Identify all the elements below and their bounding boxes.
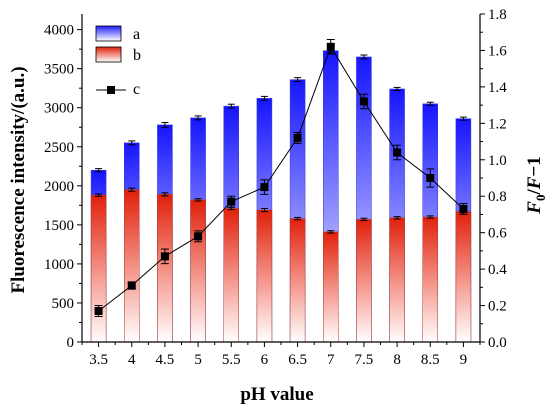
right-tick-label-1.0: 1.0: [488, 153, 507, 169]
x-tick-label-7.5: 7.5: [355, 352, 374, 368]
bar-b-8: [389, 217, 405, 343]
errorbar-a-5.5: [227, 103, 235, 109]
bar-b-3.5: [90, 194, 107, 343]
errorbar-a-9: [459, 116, 467, 121]
left-tick-label-3000: 3000: [44, 101, 74, 117]
line-layer: [94, 39, 468, 317]
right-y-axis-title: F0/F−1: [524, 156, 548, 214]
left-tick-label-1500: 1500: [44, 218, 74, 234]
right-title-f: F: [524, 176, 545, 190]
legend-swatch-b: [95, 46, 122, 63]
right-tick-label-0.2: 0.2: [488, 299, 507, 315]
errorbar-a-7.5: [360, 54, 368, 60]
x-tick-label-6.5: 6.5: [288, 352, 307, 368]
bar-b-9: [455, 211, 472, 343]
point-c-6.5: [293, 133, 302, 142]
right-title-minus-one: −1: [524, 156, 545, 176]
right-tick-label-0.4: 0.4: [488, 262, 507, 278]
errorbar-a-6.5: [294, 77, 302, 83]
right-tick-label-0.8: 0.8: [488, 189, 507, 205]
point-c-6: [260, 183, 269, 192]
line-c: [98, 45, 464, 312]
point-c-8.5: [426, 174, 435, 182]
errorbar-a-4: [128, 140, 136, 146]
point-c-8: [393, 148, 402, 157]
errorbar-b-8.5: [426, 215, 434, 219]
bar-b-4.5: [157, 194, 173, 343]
x-tick-label-5.5: 5.5: [222, 352, 241, 368]
legend-label-c: c: [133, 81, 140, 98]
left-y-axis-title: Fluorescence intensity/(a.u.): [8, 66, 29, 293]
left-tick-label-500: 500: [52, 296, 75, 312]
right-tick-label-1.2: 1.2: [488, 116, 507, 132]
bar-b-6.5: [289, 218, 306, 343]
errorbar-a-6: [260, 95, 268, 101]
right-tick-label-0.0: 0.0: [488, 335, 507, 351]
x-tick-label-8.5: 8.5: [421, 352, 440, 368]
x-tick-label-8: 8: [393, 352, 401, 368]
point-c-5: [194, 232, 203, 241]
left-tick-label-0: 0: [67, 335, 75, 351]
left-tick-label-1000: 1000: [44, 257, 74, 273]
bar-b-7: [323, 231, 339, 343]
errorbar-b-6: [260, 207, 268, 213]
errorbar-b-4: [128, 187, 136, 192]
x-tick-label-9: 9: [460, 352, 468, 368]
left-tick-label-4000: 4000: [44, 23, 74, 39]
point-c-5.5: [227, 197, 236, 206]
right-title-subscript: 0: [533, 195, 548, 202]
left-tick-label-2500: 2500: [44, 140, 74, 156]
point-c-4: [127, 281, 136, 290]
bar-b-8.5: [422, 216, 438, 343]
errorbar-b-7: [327, 230, 335, 234]
bar-b-5: [190, 199, 206, 343]
x-tick-label-5: 5: [194, 352, 202, 368]
errorbar-b-8: [393, 216, 401, 220]
x-axis-title: pH value: [240, 384, 313, 405]
x-tick-label-6: 6: [261, 352, 269, 368]
bar-b-4: [124, 189, 140, 343]
legend-marker-c: [107, 86, 115, 94]
point-c-3.5: [94, 307, 103, 316]
errorbar-a-3.5: [95, 168, 103, 173]
errorbar-b-6.5: [294, 216, 302, 221]
bar-b-7.5: [356, 219, 372, 343]
right-tick-label-0.6: 0.6: [488, 226, 507, 242]
point-c-7.5: [359, 97, 368, 106]
bars-layer: [90, 48, 472, 343]
right-tick-label-1.6: 1.6: [488, 43, 507, 59]
errorbar-a-5: [194, 115, 202, 121]
x-tick-label-4.5: 4.5: [156, 352, 175, 368]
x-tick-label-3.5: 3.5: [89, 352, 108, 368]
x-tick-label-7: 7: [327, 352, 335, 368]
point-c-4.5: [160, 252, 169, 261]
ticks-layer: 0 500 1000 1500 2000 2500 3000 3500 4000 0.0 0.2 0.…: [44, 7, 507, 368]
right-tick-label-1.8: 1.8: [488, 7, 507, 23]
errorbar-a-8: [393, 86, 401, 92]
bar-b-5.5: [223, 208, 239, 343]
legend: a b c: [95, 25, 141, 98]
axes-layer: [81, 14, 481, 343]
point-c-7: [326, 42, 335, 51]
bar-b-6: [256, 209, 273, 343]
legend-label-b: b: [133, 47, 141, 64]
errorbar-a-4.5: [161, 122, 169, 128]
legend-swatch-a: [95, 25, 122, 42]
right-title-f0: F: [524, 201, 545, 215]
right-title-slash: /: [524, 189, 545, 196]
errorbar-a-8.5: [426, 101, 434, 106]
x-tick-label-4: 4: [128, 352, 136, 368]
errorbar-b-5: [194, 198, 202, 202]
left-tick-label-3500: 3500: [44, 62, 74, 78]
left-tick-label-2000: 2000: [44, 179, 74, 195]
point-c-9: [459, 204, 468, 213]
errorbar-b-3.5: [95, 193, 103, 197]
errorbar-b-7.5: [360, 217, 368, 222]
legend-label-a: a: [133, 26, 140, 43]
right-tick-label-1.4: 1.4: [488, 80, 507, 96]
errorbar-b-4.5: [161, 192, 169, 197]
